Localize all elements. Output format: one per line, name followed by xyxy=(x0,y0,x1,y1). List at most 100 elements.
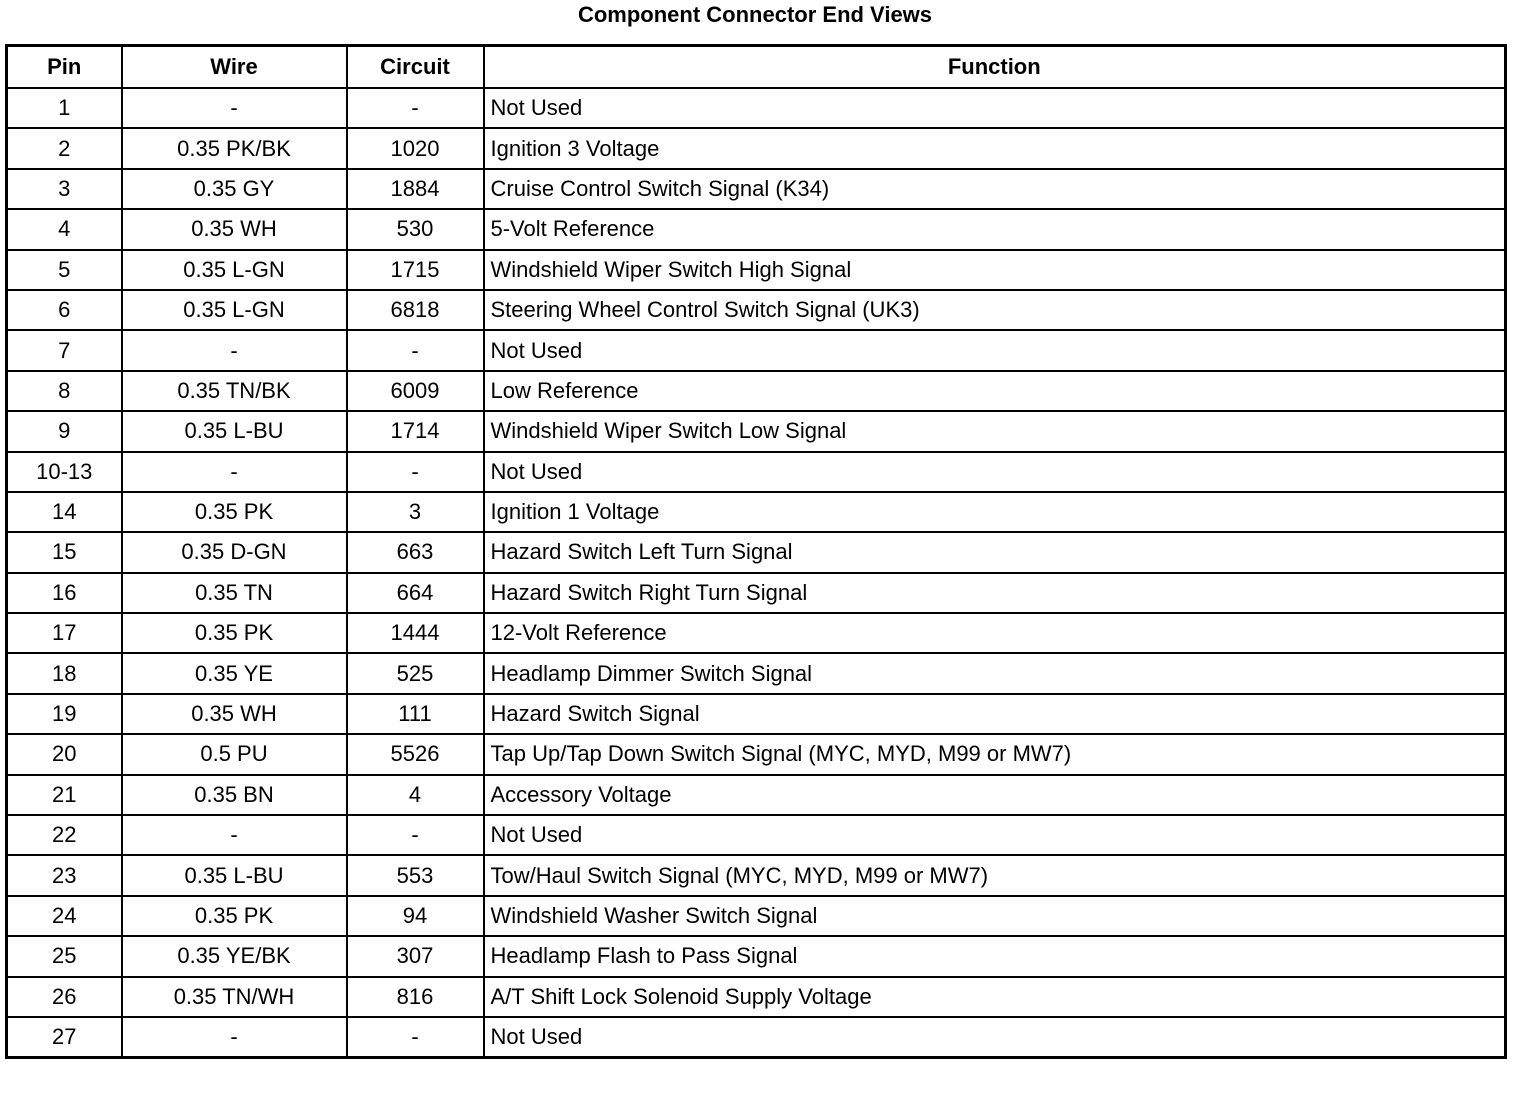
pin-cell: 7 xyxy=(5,329,123,372)
table-row: 10-13- - Not Used xyxy=(5,450,1507,493)
wire-cell: - xyxy=(120,329,348,372)
circuit-cell: 1715 xyxy=(345,248,485,291)
column-header-wire: Wire xyxy=(120,44,348,89)
pin-cell: 4 xyxy=(5,208,123,251)
table-row: 15 0.35 D-GN 663 Hazard Switch Left Turn Si… xyxy=(5,531,1507,574)
table-row: 8 0.35 TN/BK 6009 Low Reference xyxy=(5,369,1507,413)
function-cell: Cruise Control Switch Signal (K34) xyxy=(482,167,1507,211)
circuit-cell: - xyxy=(345,450,485,493)
pin-cell: 6 xyxy=(5,288,123,332)
function-cell: Headlamp Dimmer Switch Signal xyxy=(482,652,1507,695)
circuit-cell: 111 xyxy=(345,692,485,736)
circuit-cell: 1714 xyxy=(345,410,485,453)
column-header-circuit: Circuit xyxy=(345,44,485,89)
column-header-function: Function xyxy=(482,44,1507,89)
table-row: 1- - Not Used xyxy=(5,86,1507,130)
table-row: 3 0.35 GY 1884 Cruise Control Switch Signal… xyxy=(5,167,1507,211)
wire-cell: 0.35 TN xyxy=(120,571,348,615)
table-row: 26 0.35 TN/WH 816 A/T Shift Lock Solenoid S… xyxy=(5,975,1507,1018)
wire-cell: 0.35 BN xyxy=(120,773,348,817)
circuit-cell: 1020 xyxy=(345,127,485,170)
pin-cell: 5 xyxy=(5,248,123,291)
circuit-cell: 525 xyxy=(345,652,485,695)
circuit-cell: - xyxy=(345,1015,485,1059)
table-row: 22- - Not Used xyxy=(5,814,1507,857)
wire-cell: 0.35 PK xyxy=(120,894,348,938)
function-cell: Accessory Voltage xyxy=(482,773,1507,817)
pin-cell: 19 xyxy=(5,692,123,736)
pin-cell: 14 xyxy=(5,490,123,534)
wire-cell: - xyxy=(120,450,348,493)
circuit-cell: 4 xyxy=(345,773,485,817)
wire-cell: 0.35 TN/BK xyxy=(120,369,348,413)
function-cell: Hazard Switch Left Turn Signal xyxy=(482,531,1507,574)
circuit-cell: 663 xyxy=(345,531,485,574)
function-cell: Not Used xyxy=(482,86,1507,130)
pin-cell: 16 xyxy=(5,571,123,615)
circuit-cell: 6009 xyxy=(345,369,485,413)
function-cell: Ignition 1 Voltage xyxy=(482,490,1507,534)
pin-cell: 9 xyxy=(5,410,123,453)
circuit-cell: 307 xyxy=(345,935,485,978)
circuit-cell: 6818 xyxy=(345,288,485,332)
function-cell: 5-Volt Reference xyxy=(482,208,1507,251)
table-row: 6 0.35 L-GN 6818 Steering Wheel Control Swi… xyxy=(5,288,1507,332)
table-row: 27- - Not Used xyxy=(5,1015,1507,1059)
pin-cell: 1 xyxy=(5,86,123,130)
wire-cell: 0.35 PK/BK xyxy=(120,127,348,170)
wire-cell: - xyxy=(120,86,348,130)
circuit-cell: - xyxy=(345,86,485,130)
function-cell: Not Used xyxy=(482,329,1507,372)
wire-cell: 0.35 YE xyxy=(120,652,348,695)
circuit-cell: 553 xyxy=(345,854,485,897)
function-cell: Low Reference xyxy=(482,369,1507,413)
circuit-cell: 3 xyxy=(345,490,485,534)
function-cell: Not Used xyxy=(482,814,1507,857)
pin-cell: 8 xyxy=(5,369,123,413)
wire-cell: 0.5 PU xyxy=(120,733,348,776)
connector-pinout-table: Pin Wire Circuit Function 1- - Not Used 2 0.… xyxy=(5,44,1507,1060)
circuit-cell: 1444 xyxy=(345,612,485,655)
pin-cell: 3 xyxy=(5,167,123,211)
wire-cell: 0.35 D-GN xyxy=(120,531,348,574)
table-row: 17 0.35 PK 1444 12-Volt Reference xyxy=(5,612,1507,655)
circuit-cell: 530 xyxy=(345,208,485,251)
pin-cell: 2 xyxy=(5,127,123,170)
wire-cell: 0.35 YE/BK xyxy=(120,935,348,978)
table-row: 18 0.35 YE 525 Headlamp Dimmer Switch Signa… xyxy=(5,652,1507,695)
wire-cell: 0.35 PK xyxy=(120,612,348,655)
pin-cell: 24 xyxy=(5,894,123,938)
wire-cell: 0.35 L-GN xyxy=(120,248,348,291)
table-row: 19 0.35 WH 111 Hazard Switch Signal xyxy=(5,692,1507,736)
table-row: 9 0.35 L-BU 1714 Windshield Wiper Switch Lo… xyxy=(5,410,1507,453)
pin-cell: 21 xyxy=(5,773,123,817)
wire-cell: - xyxy=(120,1015,348,1059)
pin-cell: 18 xyxy=(5,652,123,695)
table-row: 4 0.35 WH 530 5-Volt Reference xyxy=(5,208,1507,251)
pin-cell: 23 xyxy=(5,854,123,897)
circuit-cell: 664 xyxy=(345,571,485,615)
function-cell: Windshield Wiper Switch High Signal xyxy=(482,248,1507,291)
function-cell: Not Used xyxy=(482,1015,1507,1059)
pin-cell: 22 xyxy=(5,814,123,857)
wire-cell: 0.35 TN/WH xyxy=(120,975,348,1018)
circuit-cell: 816 xyxy=(345,975,485,1018)
function-cell: Tow/Haul Switch Signal (MYC, MYD, M99 or… xyxy=(482,854,1507,897)
table-row: 2 0.35 PK/BK 1020 Ignition 3 Voltage xyxy=(5,127,1507,170)
function-cell: 12-Volt Reference xyxy=(482,612,1507,655)
table-row: 7- - Not Used xyxy=(5,329,1507,372)
table-row: 25 0.35 YE/BK 307 Headlamp Flash to Pass Si… xyxy=(5,935,1507,978)
wire-cell: 0.35 L-GN xyxy=(120,288,348,332)
column-header-pin: Pin xyxy=(5,44,123,89)
wire-cell: - xyxy=(120,814,348,857)
table-row: 21 0.35 BN 4 Accessory Voltage xyxy=(5,773,1507,817)
table-row: 24 0.35 PK 94 Windshield Washer Switch Sign… xyxy=(5,894,1507,938)
pin-cell: 15 xyxy=(5,531,123,574)
wire-cell: 0.35 WH xyxy=(120,692,348,736)
pin-cell: 27 xyxy=(5,1015,123,1059)
pin-cell: 17 xyxy=(5,612,123,655)
wire-cell: 0.35 WH xyxy=(120,208,348,251)
circuit-cell: - xyxy=(345,814,485,857)
function-cell: Windshield Washer Switch Signal xyxy=(482,894,1507,938)
wire-cell: 0.35 L-BU xyxy=(120,854,348,897)
